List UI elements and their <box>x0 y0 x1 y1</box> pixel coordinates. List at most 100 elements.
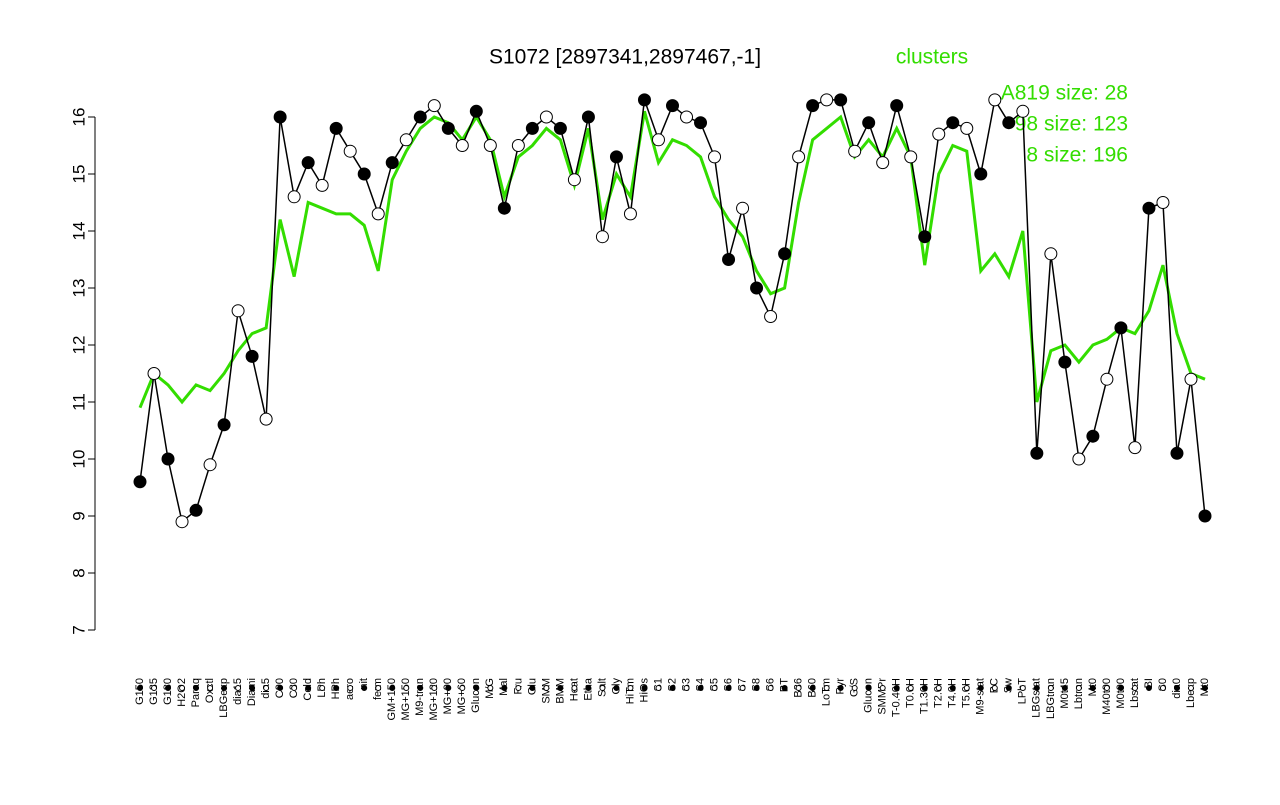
rug <box>1173 685 1180 691</box>
rug <box>1103 685 1110 691</box>
data-point <box>651 133 665 147</box>
data-point <box>609 150 623 164</box>
rug <box>921 685 928 691</box>
data-point <box>1184 372 1198 386</box>
x-tick-label: T4.0H <box>947 678 959 708</box>
data-point <box>441 121 455 135</box>
data-point <box>862 116 876 130</box>
rug <box>263 685 270 691</box>
x-tick-label: G150 <box>134 678 146 705</box>
data-point <box>1128 441 1142 455</box>
data-point <box>1142 201 1156 215</box>
data-point <box>413 110 427 124</box>
rug <box>1033 685 1040 691</box>
rug <box>739 685 746 691</box>
rug <box>473 685 480 691</box>
rug <box>641 685 648 691</box>
data-point <box>1198 509 1212 523</box>
rug <box>795 685 802 691</box>
x-tick-label: Paraq <box>190 678 202 707</box>
x-tick-label: Glucon <box>863 678 875 713</box>
rug <box>165 685 172 691</box>
data-point <box>287 190 301 204</box>
x-tick-label: T5.0H <box>961 678 973 708</box>
rug <box>1075 685 1082 691</box>
rug <box>445 685 452 691</box>
data-point <box>1170 446 1184 460</box>
rug <box>459 685 466 691</box>
data-point <box>946 116 960 130</box>
x-tick-label: BI <box>1143 678 1155 688</box>
rug <box>1187 685 1194 691</box>
data-point <box>680 110 694 124</box>
data-point <box>722 253 736 266</box>
data-point <box>792 150 806 164</box>
rug <box>851 685 858 691</box>
data-point <box>848 144 862 158</box>
x-tick-label: G180 <box>162 678 174 705</box>
rug <box>179 685 186 691</box>
rug <box>991 685 998 691</box>
rug <box>1047 685 1054 691</box>
rug <box>893 685 900 691</box>
rug <box>963 685 970 691</box>
data-point <box>483 139 497 152</box>
x-tick-label: LoTm <box>821 678 833 706</box>
rug <box>277 685 284 691</box>
x-tick-label: M0t90 <box>1115 678 1127 709</box>
rug <box>389 685 396 691</box>
rug <box>1019 685 1026 691</box>
data-point <box>1100 372 1114 386</box>
data-point <box>539 110 553 124</box>
data-point <box>175 515 189 529</box>
rug <box>613 685 620 691</box>
x-tick-label: GM+150 <box>386 678 398 721</box>
data-point <box>455 139 469 152</box>
data-point <box>273 110 287 124</box>
data-point <box>567 173 581 187</box>
y-tick-label: 14 <box>69 222 88 241</box>
rug <box>333 685 340 691</box>
data-point <box>189 503 203 517</box>
rug <box>543 685 550 691</box>
x-tick-label: M0t45 <box>1059 678 1071 709</box>
data-point <box>371 207 385 221</box>
data-point <box>259 412 273 426</box>
rug <box>949 685 956 691</box>
y-tick-label: 15 <box>69 165 88 184</box>
y-tick-label: 7 <box>69 625 88 634</box>
data-point <box>1156 196 1170 209</box>
data-point <box>245 349 259 363</box>
x-tick-label: Glucon <box>470 678 482 713</box>
data-point <box>1030 446 1044 460</box>
x-tick-label: M40t90 <box>1101 678 1113 715</box>
x-tick-label: T0.0H <box>905 678 917 708</box>
data-point <box>1002 116 1016 130</box>
data-point <box>217 418 231 432</box>
data-point <box>1072 452 1086 466</box>
legend-entry: 98 size: 123 <box>1015 113 1128 136</box>
data-point <box>147 367 161 380</box>
data-point <box>553 121 567 135</box>
data-point <box>133 475 147 489</box>
rug <box>753 685 760 691</box>
data-point <box>385 156 399 170</box>
x-tick-label: G135 <box>148 678 160 705</box>
data-point <box>904 150 918 164</box>
x-tick-label: T1.30H <box>919 678 931 714</box>
legend-entry: 8 size: 196 <box>1026 144 1128 167</box>
data-point <box>581 110 595 124</box>
data-point <box>427 99 441 113</box>
data-point <box>315 178 329 192</box>
rug <box>907 685 914 691</box>
rug <box>781 685 788 691</box>
data-point <box>1114 321 1128 335</box>
rug <box>809 685 816 691</box>
x-tick-label: LPhT <box>1017 678 1029 705</box>
rug <box>837 685 844 691</box>
x-tick-label: SMMPr <box>877 678 889 715</box>
rug <box>1117 685 1124 691</box>
data-point <box>357 167 371 181</box>
rug <box>599 685 606 691</box>
rug <box>627 685 634 691</box>
